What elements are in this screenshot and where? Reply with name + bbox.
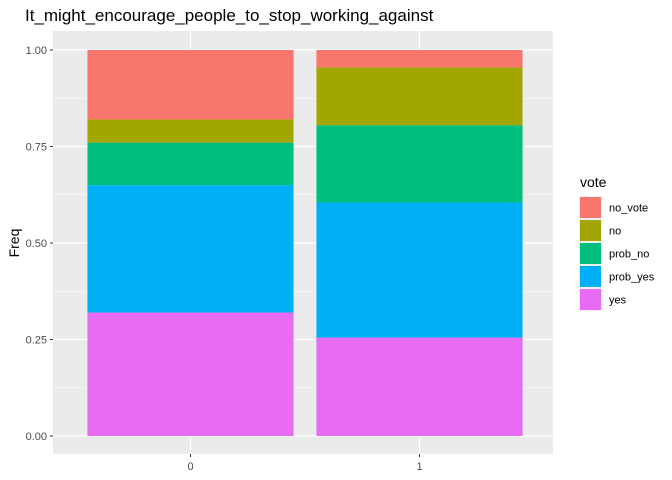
legend-title: vote bbox=[580, 174, 607, 190]
bars bbox=[87, 50, 523, 436]
legend-key-no_vote bbox=[580, 197, 601, 218]
chart-title: It_might_encourage_people_to_stop_workin… bbox=[25, 6, 434, 25]
bar-segment-no_vote-0 bbox=[87, 50, 294, 120]
bar-segment-prob_no-1 bbox=[316, 125, 523, 203]
bar-segment-prob_yes-0 bbox=[87, 185, 294, 313]
y-tick-label: 0.50 bbox=[26, 238, 47, 250]
x-tick-label: 0 bbox=[187, 461, 193, 473]
bar-segment-no_vote-1 bbox=[316, 50, 523, 68]
legend-key-yes bbox=[580, 289, 601, 310]
y-tick-label: 0.75 bbox=[26, 142, 47, 154]
bar-segment-yes-1 bbox=[316, 337, 523, 436]
y-tick-label: 0.25 bbox=[26, 335, 47, 347]
bar-segment-prob_no-0 bbox=[87, 142, 294, 186]
y-axis: 0.00 0.25 0.50 0.75 1.00 bbox=[26, 45, 53, 443]
y-tick-label: 1.00 bbox=[26, 45, 47, 57]
y-axis-title: Freq bbox=[6, 229, 22, 258]
bar-segment-yes-0 bbox=[87, 312, 294, 436]
legend-key-prob_yes bbox=[580, 266, 601, 287]
legend-label-prob_no: prob_no bbox=[609, 249, 649, 261]
legend-label-no: no bbox=[609, 226, 621, 238]
legend-label-prob_yes: prob_yes bbox=[609, 272, 655, 284]
legend-label-no_vote: no_vote bbox=[609, 203, 648, 215]
x-tick-label: 1 bbox=[416, 461, 422, 473]
bar-segment-no-1 bbox=[316, 67, 523, 126]
bar-segment-prob_yes-1 bbox=[316, 202, 523, 338]
y-tick-label: 0.00 bbox=[26, 431, 47, 443]
legend-key-no bbox=[580, 220, 601, 241]
legend-label-yes: yes bbox=[609, 295, 627, 307]
legend-key-prob_no bbox=[580, 243, 601, 264]
bar-segment-no-0 bbox=[87, 119, 294, 143]
